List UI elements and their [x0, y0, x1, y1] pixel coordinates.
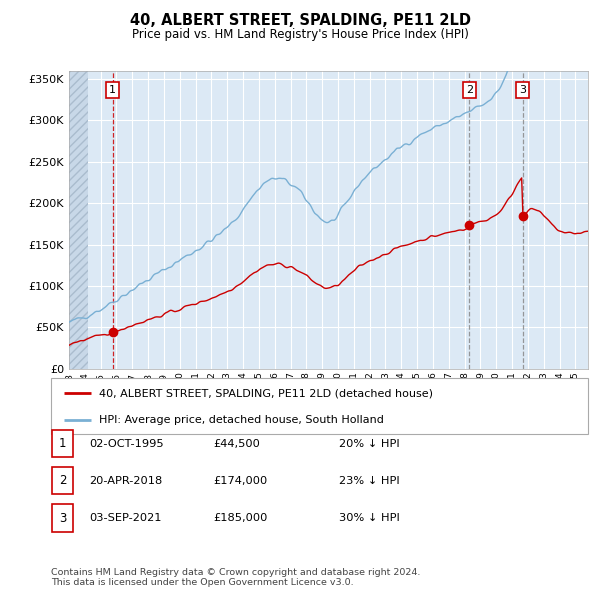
Text: 40, ALBERT STREET, SPALDING, PE11 2LD (detached house): 40, ALBERT STREET, SPALDING, PE11 2LD (d…	[100, 388, 433, 398]
Text: 2: 2	[466, 85, 473, 95]
Text: Price paid vs. HM Land Registry's House Price Index (HPI): Price paid vs. HM Land Registry's House …	[131, 28, 469, 41]
Text: 20% ↓ HPI: 20% ↓ HPI	[339, 439, 400, 448]
Text: 3: 3	[519, 85, 526, 95]
Text: 2: 2	[59, 474, 66, 487]
Text: HPI: Average price, detached house, South Holland: HPI: Average price, detached house, Sout…	[100, 415, 384, 425]
Text: 02-OCT-1995: 02-OCT-1995	[89, 439, 163, 448]
Bar	[69, 71, 88, 369]
Bar	[52, 504, 73, 532]
Bar	[52, 467, 73, 494]
Text: 30% ↓ HPI: 30% ↓ HPI	[339, 513, 400, 523]
Text: 1: 1	[59, 437, 66, 450]
Text: 23% ↓ HPI: 23% ↓ HPI	[339, 476, 400, 486]
Text: 3: 3	[59, 512, 66, 525]
Text: £174,000: £174,000	[213, 476, 267, 486]
Text: £44,500: £44,500	[213, 439, 260, 448]
Text: 1: 1	[109, 85, 116, 95]
Text: 40, ALBERT STREET, SPALDING, PE11 2LD: 40, ALBERT STREET, SPALDING, PE11 2LD	[130, 13, 470, 28]
Text: Contains HM Land Registry data © Crown copyright and database right 2024.
This d: Contains HM Land Registry data © Crown c…	[51, 568, 421, 587]
Text: 20-APR-2018: 20-APR-2018	[89, 476, 162, 486]
Text: 03-SEP-2021: 03-SEP-2021	[89, 513, 161, 523]
Text: £185,000: £185,000	[213, 513, 268, 523]
Bar	[52, 430, 73, 457]
